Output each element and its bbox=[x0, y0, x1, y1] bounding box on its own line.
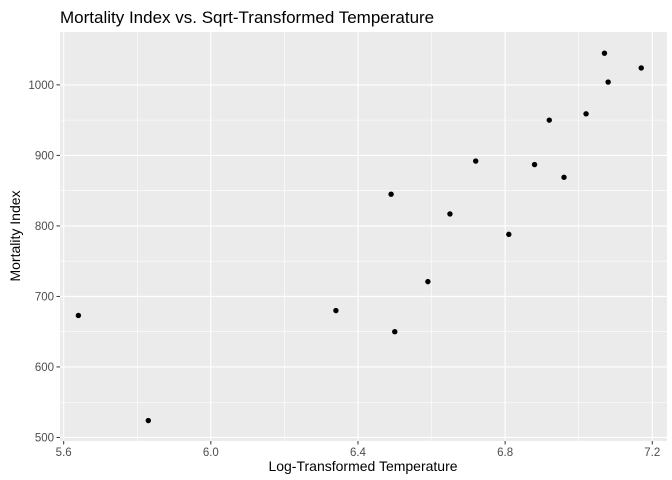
y-tick-label: 900 bbox=[35, 150, 54, 162]
data-point bbox=[333, 307, 339, 314]
x-axis-title: Log-Transformed Temperature bbox=[268, 458, 457, 474]
data-point bbox=[531, 161, 538, 168]
plot-panel bbox=[60, 32, 667, 441]
x-tick-label: 5.6 bbox=[56, 447, 72, 459]
data-point bbox=[425, 278, 431, 285]
data-point bbox=[638, 65, 644, 71]
data-point bbox=[561, 174, 567, 180]
x-tick-label: 6.0 bbox=[203, 447, 219, 459]
minor-gridlines bbox=[60, 32, 667, 441]
data-point bbox=[392, 328, 398, 335]
data-point bbox=[601, 50, 608, 56]
x-tick-label: 6.8 bbox=[497, 447, 513, 459]
x-tick-label: 7.2 bbox=[644, 447, 660, 459]
y-tick-label: 800 bbox=[35, 221, 54, 233]
data-point bbox=[75, 312, 82, 319]
data-point bbox=[506, 231, 512, 238]
y-axis-ticks: 500 600 700 800 900 1000 bbox=[28, 80, 60, 444]
data-points bbox=[75, 50, 644, 424]
data-point bbox=[388, 191, 394, 197]
data-point bbox=[145, 417, 151, 424]
data-point bbox=[605, 79, 611, 85]
x-axis-ticks: 5.6 6.0 6.4 6.8 7.2 bbox=[56, 441, 660, 459]
data-point bbox=[473, 158, 479, 164]
y-tick-label: 500 bbox=[35, 432, 54, 444]
data-point bbox=[447, 211, 453, 217]
y-axis-title: Mortality Index bbox=[7, 190, 23, 281]
y-tick-label: 700 bbox=[35, 291, 54, 303]
data-point bbox=[583, 111, 589, 117]
major-gridlines bbox=[60, 32, 667, 441]
y-tick-label: 1000 bbox=[28, 80, 54, 92]
chart-title: Mortality Index vs. Sqrt-Transformed Tem… bbox=[60, 8, 434, 27]
data-point bbox=[546, 117, 552, 123]
x-tick-label: 6.4 bbox=[350, 447, 367, 459]
y-tick-label: 600 bbox=[35, 362, 54, 374]
